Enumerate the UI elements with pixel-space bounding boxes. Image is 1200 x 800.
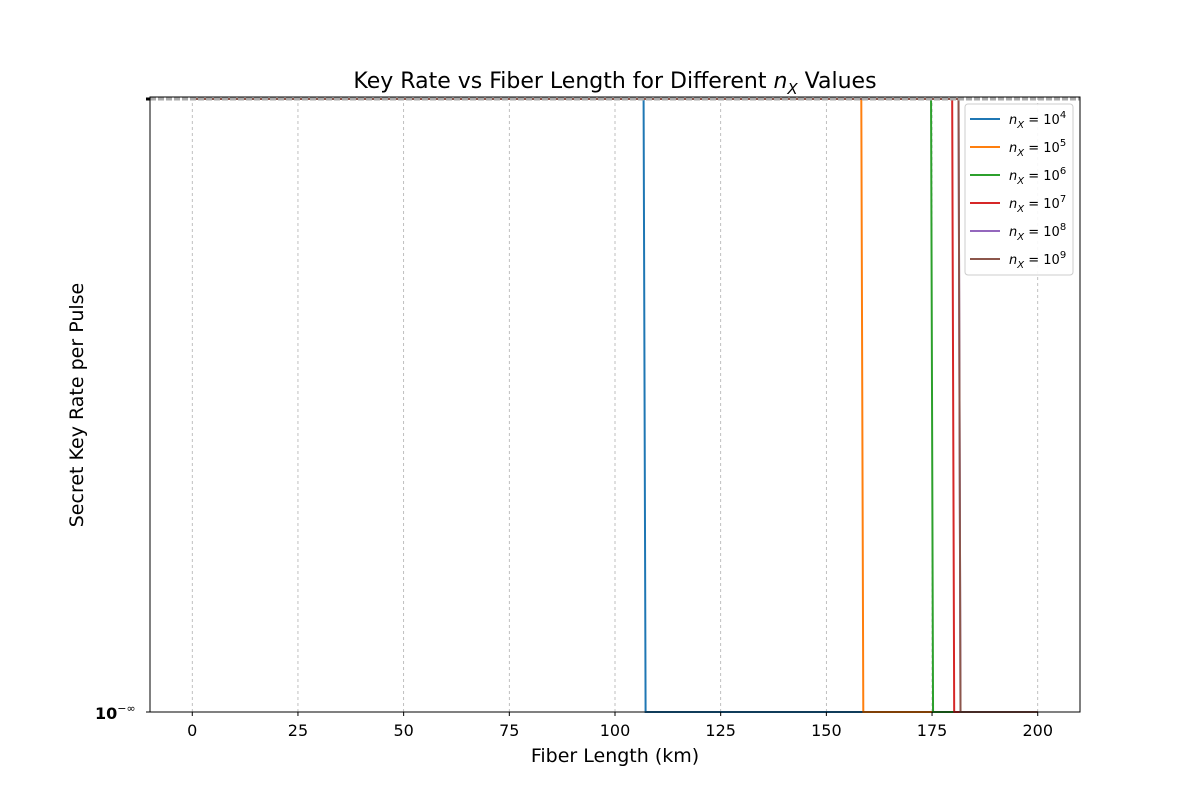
x-axis-label: Fiber Length (km) [531,745,699,767]
legend-label: nX = 106 [1009,166,1066,187]
x-tick-label: 150 [811,721,842,740]
x-tick-label: 25 [288,721,308,740]
y-axis-label: Secret Key Rate per Pulse [66,283,88,528]
chart-title-prefix: Key Rate vs Fiber Length for Different [353,69,773,94]
chart-title-var-sub: X [786,80,798,98]
x-tick-label: 75 [499,721,519,740]
x-tick-label: 0 [187,721,197,740]
chart-title-var: n [773,69,787,94]
x-tick-label: 50 [393,721,413,740]
x-tick-label: 100 [600,721,631,740]
x-axis: 0 25 50 75 100 125 150 175 200 [187,712,1053,740]
legend: nX = 104 nX = 105 nX = 106 nX = 107 nX = 108… [964,103,1074,276]
legend-label: nX = 109 [1009,250,1066,271]
legend-label: nX = 104 [1009,110,1066,131]
legend-label: nX = 107 [1009,194,1066,215]
legend-label: nX = 108 [1009,222,1066,243]
x-tick-label: 125 [705,721,736,740]
chart-title-suffix: Values [798,69,877,94]
y-axis: 10−∞ [95,97,150,723]
x-tick-label: 175 [917,721,948,740]
y-tick-label: 10−∞ [95,702,136,723]
chart-title: Key Rate vs Fiber Length for Different n… [353,69,876,98]
legend-label: nX = 105 [1009,138,1066,159]
legend-items: nX = 104 nX = 105 nX = 106 nX = 107 nX = 108… [970,110,1066,271]
y-tick-exponent: −∞ [117,702,135,715]
x-tick-label: 200 [1022,721,1053,740]
plot-area [149,96,1081,713]
